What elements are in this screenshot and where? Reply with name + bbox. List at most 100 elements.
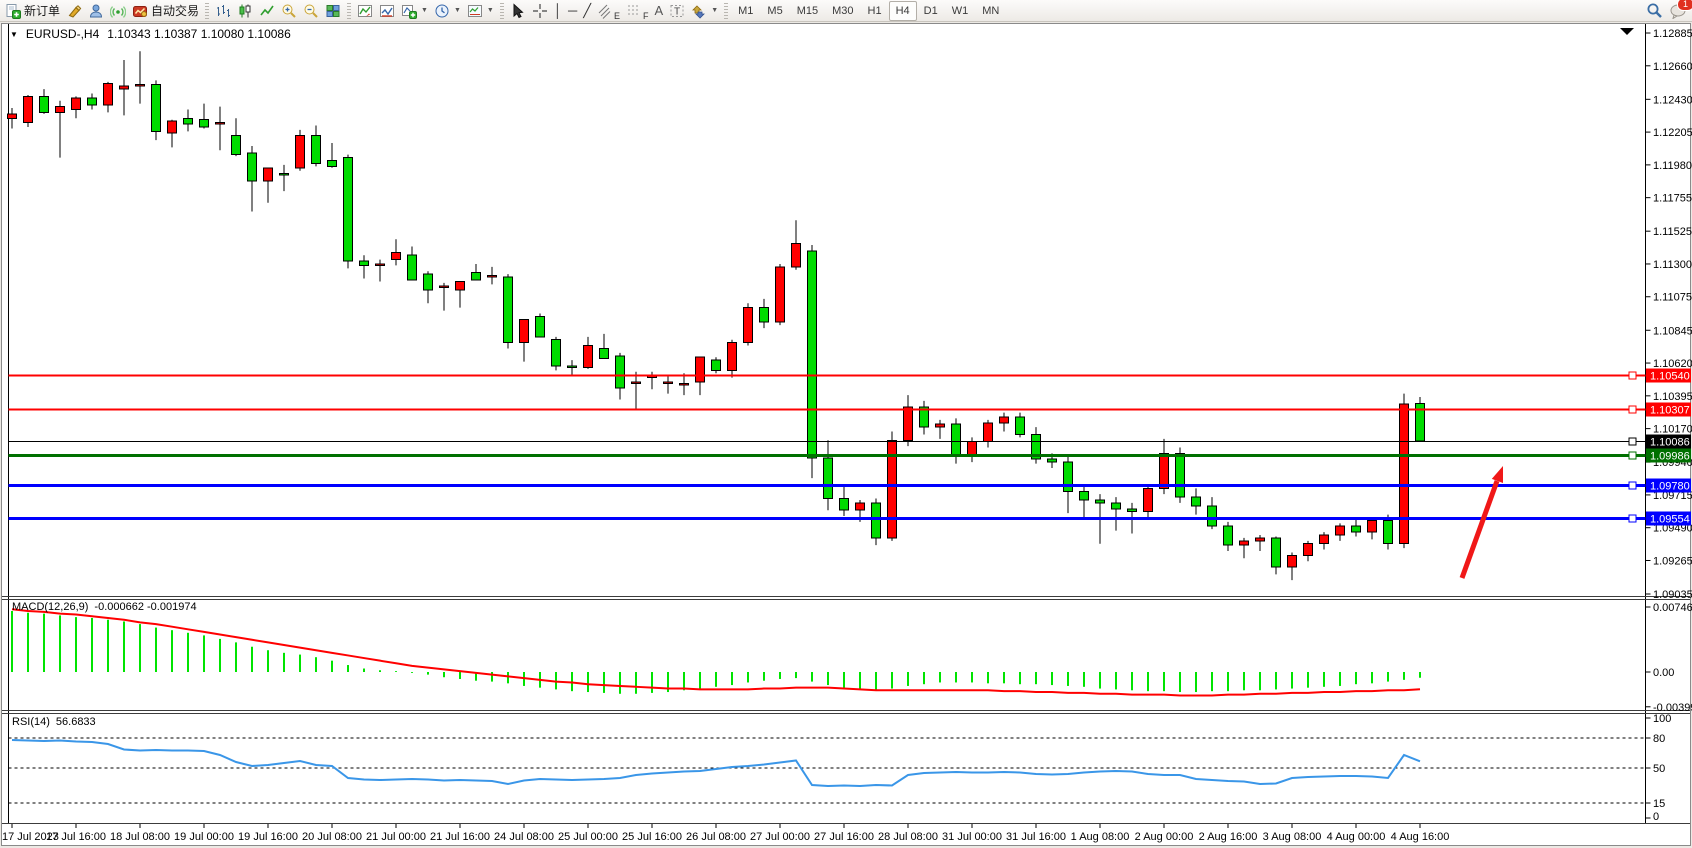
tile-windows-icon bbox=[326, 4, 340, 17]
time-label: 4 Aug 00:00 bbox=[1327, 831, 1386, 843]
chart-symbol-period: EURUSD-,H4 bbox=[25, 27, 100, 41]
styler-button[interactable] bbox=[63, 1, 85, 21]
time-label: 4 Aug 16:00 bbox=[1391, 831, 1450, 843]
equidistant-channel-button[interactable]: E bbox=[594, 1, 623, 21]
profile-button[interactable] bbox=[85, 1, 107, 21]
toolbar-separator bbox=[724, 2, 729, 19]
chevron-down-icon: ▼ bbox=[486, 7, 494, 14]
cursor-button[interactable] bbox=[507, 1, 529, 21]
time-label: 3 Aug 08:00 bbox=[1263, 831, 1322, 843]
time-label: 27 Jul 00:00 bbox=[750, 831, 810, 843]
macd-values: -0.000662 -0.001974 bbox=[94, 601, 197, 613]
time-label: 18 Jul 08:00 bbox=[110, 831, 170, 843]
svg-text:0: 0 bbox=[1653, 811, 1659, 823]
search-icon bbox=[1647, 3, 1662, 18]
timeframe-D1[interactable]: D1 bbox=[923, 4, 938, 17]
timeframe-MN[interactable]: MN bbox=[982, 4, 1000, 17]
notifications-button[interactable]: 1 bbox=[1666, 0, 1692, 21]
arrows-dropdown[interactable]: ▼ bbox=[688, 1, 721, 21]
periods-dropdown[interactable]: ▼ bbox=[431, 1, 464, 21]
timeframe-M15[interactable]: M15 bbox=[796, 4, 819, 17]
horizontal-line-button[interactable]: ─ bbox=[565, 1, 580, 21]
svg-text:1.09265: 1.09265 bbox=[1653, 555, 1692, 567]
chart-frame bbox=[1, 23, 1691, 846]
time-label: 2 Aug 00:00 bbox=[1135, 831, 1194, 843]
svg-text:1.10307: 1.10307 bbox=[1650, 405, 1690, 417]
zoom-out-icon bbox=[304, 4, 318, 18]
text-tool-icon: A bbox=[654, 2, 664, 18]
search-button[interactable] bbox=[1643, 1, 1666, 21]
line-chart-button[interactable] bbox=[256, 1, 278, 21]
channel-letter: E bbox=[614, 10, 621, 21]
svg-text:1.10086: 1.10086 bbox=[1650, 437, 1690, 449]
rsi-line bbox=[11, 739, 1421, 788]
bar-chart-icon bbox=[217, 4, 231, 17]
svg-text:1.12660: 1.12660 bbox=[1653, 61, 1692, 73]
clock-icon bbox=[435, 4, 449, 17]
text-label-button[interactable]: T bbox=[666, 1, 688, 21]
svg-text:1.09554: 1.09554 bbox=[1650, 514, 1690, 526]
indicator-window-icon bbox=[358, 4, 373, 17]
time-label: 2 Aug 16:00 bbox=[1199, 831, 1258, 843]
template-icon bbox=[467, 4, 482, 17]
rsi-panel: 100 80 50 150 bbox=[8, 713, 1671, 823]
text-button[interactable]: A bbox=[652, 1, 667, 21]
time-label: 25 Jul 16:00 bbox=[622, 831, 682, 843]
svg-text:1.10540: 1.10540 bbox=[1650, 371, 1690, 383]
toolbar-separator bbox=[347, 2, 352, 19]
timeframe-M5[interactable]: M5 bbox=[767, 4, 783, 17]
horizontal-line-icon: ─ bbox=[567, 2, 578, 18]
time-label: 20 Jul 08:00 bbox=[302, 831, 362, 843]
notification-badge: 1 bbox=[1677, 0, 1692, 11]
vertical-line-icon: │ bbox=[553, 2, 562, 18]
toolbar-separator bbox=[205, 2, 210, 19]
timeframe-M30[interactable]: M30 bbox=[832, 4, 854, 17]
timeframe-H1[interactable]: H1 bbox=[867, 4, 882, 17]
signals-button[interactable] bbox=[107, 1, 129, 21]
add-indicator-dropdown[interactable]: ▼ bbox=[398, 1, 431, 21]
trendline-button[interactable]: ╱ bbox=[580, 1, 594, 21]
time-label: 25 Jul 00:00 bbox=[558, 831, 618, 843]
svg-text:100: 100 bbox=[1653, 713, 1671, 725]
macd-indicator-label: MACD(12,26,9) -0.000662 -0.001974 bbox=[12, 601, 197, 613]
indicators-button[interactable] bbox=[354, 1, 376, 21]
text-label-icon: T bbox=[670, 4, 684, 17]
tile-windows-button[interactable] bbox=[322, 1, 344, 21]
time-label: 26 Jul 08:00 bbox=[686, 831, 746, 843]
toolbar-separator bbox=[499, 2, 504, 19]
new-order-button[interactable]: 新订单 bbox=[2, 1, 63, 21]
svg-text:0.00746: 0.00746 bbox=[1653, 602, 1692, 614]
svg-text:1.11980: 1.11980 bbox=[1653, 160, 1692, 172]
fibonacci-button[interactable]: F bbox=[623, 1, 652, 21]
vertical-line-button[interactable]: │ bbox=[551, 1, 565, 21]
collapse-triangle-icon[interactable]: ▼ bbox=[10, 29, 18, 39]
zoom-in-button[interactable] bbox=[278, 1, 300, 21]
price-axis: 1.12885 1.12660 1.12430 1.12205 1.11980 1.117… bbox=[1645, 28, 1692, 601]
svg-text:-0.003993: -0.003993 bbox=[1653, 702, 1692, 714]
arrow-annotation bbox=[1459, 466, 1503, 579]
svg-text:1.10395: 1.10395 bbox=[1653, 391, 1692, 403]
bar-chart-button[interactable] bbox=[212, 1, 234, 21]
svg-text:1.12885: 1.12885 bbox=[1653, 28, 1692, 40]
chevron-down-icon: ▼ bbox=[453, 7, 461, 14]
horizontal-lines-layer: 1.10540 1.10307 1.10086 1.09986 1.09780 1.095… bbox=[8, 368, 1691, 526]
macd-name: MACD(12,26,9) bbox=[12, 601, 89, 613]
auto-trading-button[interactable]: 自动交易 bbox=[129, 1, 202, 21]
timeframe-M1[interactable]: M1 bbox=[738, 4, 754, 17]
svg-text:1.09490: 1.09490 bbox=[1653, 523, 1692, 535]
svg-text:1.11755: 1.11755 bbox=[1653, 193, 1692, 205]
rsi-name: RSI(14) bbox=[12, 716, 50, 728]
brush-icon bbox=[68, 4, 82, 18]
timeframe-H4[interactable]: H4 bbox=[888, 0, 917, 21]
timeframe-W1[interactable]: W1 bbox=[951, 4, 969, 17]
time-label: 31 Jul 00:00 bbox=[942, 831, 1002, 843]
zoom-out-button[interactable] bbox=[300, 1, 322, 21]
indicator-list-button[interactable] bbox=[376, 1, 398, 21]
templates-dropdown[interactable]: ▼ bbox=[464, 1, 497, 21]
crosshair-button[interactable] bbox=[529, 1, 551, 21]
rsi-indicator-label: RSI(14) 56.6833 bbox=[12, 716, 96, 728]
candlestick-chart-button[interactable] bbox=[234, 1, 256, 21]
svg-text:1.11525: 1.11525 bbox=[1653, 226, 1692, 238]
